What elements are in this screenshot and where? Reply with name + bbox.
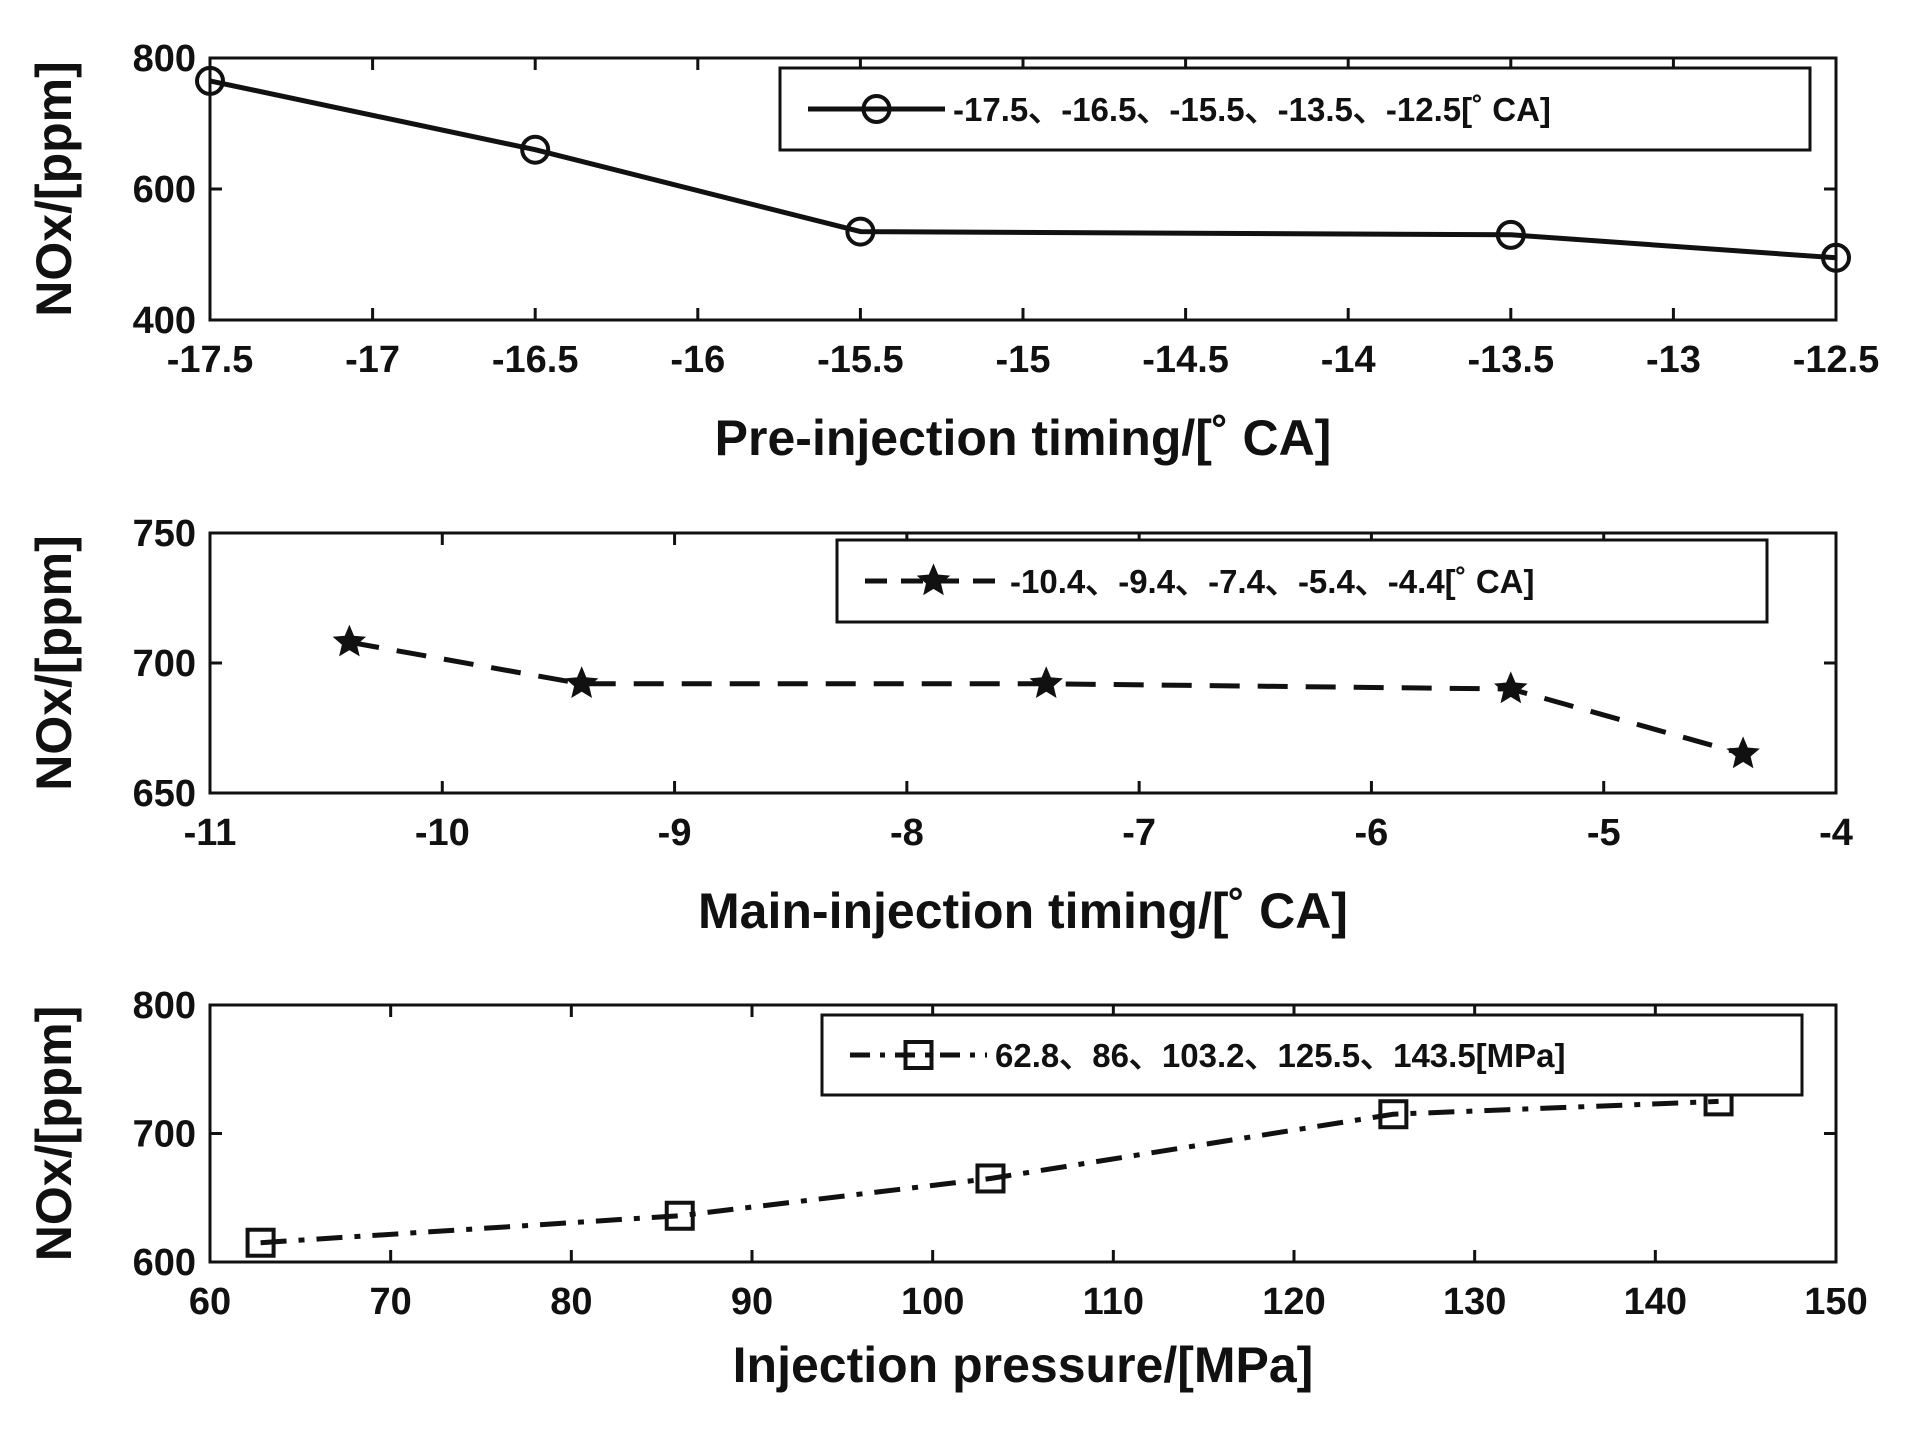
y-tick-label: 750 xyxy=(133,513,196,555)
y-tick-label: 600 xyxy=(133,1242,196,1284)
x-tick-label: -16.5 xyxy=(492,339,579,381)
x-tick-label: 120 xyxy=(1262,1281,1325,1323)
x-tick-label: -6 xyxy=(1355,812,1389,854)
legend: -17.5、-16.5、-15.5、-13.5、-12.5[˚ CA] xyxy=(778,66,1812,152)
x-tick-label: -17.5 xyxy=(167,339,254,381)
legend-marker-sample xyxy=(861,94,892,124)
legend: 62.8、86、103.2、125.5、143.5[MPa] xyxy=(820,1013,1804,1097)
legend-box xyxy=(835,538,1769,624)
series-line xyxy=(209,78,1837,261)
data-point-marker xyxy=(1029,666,1063,699)
x-tick-label: -10 xyxy=(415,812,470,854)
data-point-marker xyxy=(332,624,367,657)
x-tick-label: 150 xyxy=(1804,1281,1867,1323)
x-tick-label: -13 xyxy=(1646,339,1701,381)
x-tick-label: 70 xyxy=(370,1281,412,1323)
y-tick-label: 800 xyxy=(133,985,196,1027)
x-tick-label: -12.5 xyxy=(1793,339,1880,381)
series-line xyxy=(348,639,1744,757)
x-tick-label: -5 xyxy=(1587,812,1621,854)
series-line xyxy=(260,1098,1719,1246)
x-tick-label: 80 xyxy=(550,1281,592,1323)
x-tick-label: -11 xyxy=(184,812,237,854)
data-point-marker xyxy=(975,1163,1006,1194)
y-tick-label: 700 xyxy=(133,1114,196,1156)
data-point-marker xyxy=(195,65,225,96)
data-point-marker xyxy=(1495,219,1526,250)
y-axis-title: NOx/[ppm] xyxy=(26,1006,82,1262)
x-tick-label: -17 xyxy=(345,339,400,381)
x-tick-label: -15.5 xyxy=(817,339,904,381)
x-axis-title: Pre-injection timing/[˚ CA] xyxy=(715,410,1332,466)
y-tick-label: 400 xyxy=(133,300,196,342)
y-tick-label: 650 xyxy=(133,773,196,815)
y-axis-title: NOx/[ppm] xyxy=(26,535,82,791)
data-point-marker xyxy=(520,134,551,165)
x-axis-title: Main-injection timing/[˚ CA] xyxy=(698,883,1348,939)
legend-entry-label: 62.8、86、103.2、125.5、143.5[MPa] xyxy=(995,1037,1566,1074)
x-tick-label: -7 xyxy=(1122,812,1156,854)
legend-entry-label: -17.5、-16.5、-15.5、-13.5、-12.5[˚ CA] xyxy=(953,91,1551,128)
x-tick-label: -15 xyxy=(996,339,1051,381)
x-axis-title: Injection pressure/[MPa] xyxy=(733,1337,1314,1393)
data-point-marker xyxy=(845,216,876,247)
x-tick-label: -9 xyxy=(658,812,692,854)
data-point-marker xyxy=(1494,671,1528,704)
legend-entry-label: -10.4、-9.4、-7.4、-5.4、-4.4[˚ CA] xyxy=(1010,563,1534,600)
legend-marker-sample xyxy=(916,563,951,596)
x-tick-label: -14.5 xyxy=(1142,339,1229,381)
x-tick-label: 60 xyxy=(189,1281,231,1323)
x-tick-label: 140 xyxy=(1624,1281,1687,1323)
y-tick-label: 700 xyxy=(133,643,196,685)
data-point-marker xyxy=(245,1227,276,1258)
y-axis-title: NOx/[ppm] xyxy=(26,61,82,317)
x-tick-label: -8 xyxy=(890,812,924,854)
x-tick-label: 90 xyxy=(731,1281,773,1323)
x-tick-label: -13.5 xyxy=(1467,339,1554,381)
x-tick-label: 130 xyxy=(1443,1281,1506,1323)
x-tick-label: 110 xyxy=(1083,1281,1144,1323)
data-point-marker xyxy=(564,666,599,699)
y-tick-label: 800 xyxy=(133,38,196,80)
data-point-marker xyxy=(1378,1099,1409,1130)
data-point-marker xyxy=(1821,242,1851,273)
x-tick-label: 100 xyxy=(901,1281,964,1323)
legend-box xyxy=(778,66,1812,152)
chart-panel-1: -17.5 -17 -16.5 -16 -15.5 -15 -14.5 -14 -13.5 -13… xyxy=(26,38,1879,466)
data-point-marker xyxy=(664,1200,695,1231)
chart-panel-3: 60 70 80 90 100 110 120 130 140 150 600 700 800 Injec… xyxy=(26,985,1868,1393)
x-tick-label: -16 xyxy=(670,339,725,381)
x-tick-label: -4 xyxy=(1819,812,1853,854)
chart-panel-2: -11 -10 -9 -8 -7 -6 -5 -4 650 700 750 Main-injectio… xyxy=(26,513,1853,939)
y-tick-label: 600 xyxy=(133,169,196,211)
legend: -10.4、-9.4、-7.4、-5.4、-4.4[˚ CA] xyxy=(835,538,1769,624)
data-point-marker xyxy=(1726,736,1760,769)
x-tick-label: -14 xyxy=(1321,339,1376,381)
legend-marker-sample xyxy=(903,1040,934,1070)
